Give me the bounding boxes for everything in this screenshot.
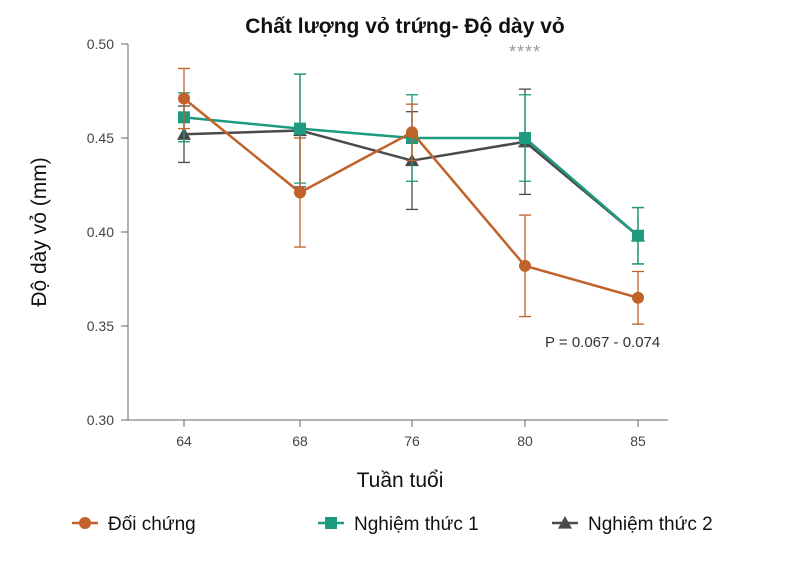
legend-item: Nghiệm thức 1	[318, 514, 479, 535]
y-tick-label: 0.50	[87, 36, 114, 52]
series-2	[178, 73, 644, 265]
x-tick-label: 76	[404, 433, 420, 449]
y-tick-label: 0.40	[87, 224, 114, 240]
p-value-annotation: P = 0.067 - 0.074	[545, 334, 660, 351]
significance-stars: ****	[509, 42, 541, 62]
x-tick-label: 85	[630, 433, 646, 449]
series-1	[178, 67, 644, 325]
legend-marker	[79, 517, 91, 529]
x-tick-label: 68	[292, 433, 308, 449]
data-point	[632, 291, 644, 304]
legend-label: Nghiệm thức 1	[354, 514, 479, 535]
y-tick-label: 0.30	[87, 412, 114, 428]
data-point	[178, 92, 190, 105]
legend-item: Đối chứng	[72, 514, 196, 535]
data-point	[519, 259, 531, 272]
data-point	[294, 186, 306, 199]
y-ticks: 0.30 0.35 0.40 0.45 0.50	[87, 36, 128, 428]
y-tick-label: 0.35	[87, 318, 114, 334]
axes	[127, 44, 668, 421]
chart-title: Chất lượng vỏ trứng- Độ dày vỏ	[245, 15, 565, 38]
legend-label: Đối chứng	[108, 514, 196, 535]
series-line	[183, 129, 639, 237]
x-axis-title: Tuần tuổi	[357, 469, 444, 492]
y-axis-title: Độ dày vỏ (mm)	[28, 157, 51, 306]
plot-area	[177, 67, 645, 325]
legend-item: Nghiệm thức 2	[552, 514, 713, 535]
data-point	[406, 126, 418, 139]
legend-marker	[325, 517, 337, 529]
y-tick-label: 0.45	[87, 130, 114, 146]
legend: Đối chứng Nghiệm thức 1 Nghiệm thức 2	[72, 514, 713, 535]
data-point	[519, 132, 531, 144]
x-ticks: 64 68 76 80 85	[176, 420, 646, 449]
series-3	[177, 73, 645, 265]
x-tick-label: 64	[176, 433, 192, 449]
data-point	[294, 122, 306, 135]
legend-marker	[558, 516, 572, 529]
data-point	[632, 229, 644, 242]
x-tick-label: 80	[517, 433, 533, 449]
legend-label: Nghiệm thức 2	[588, 514, 713, 535]
